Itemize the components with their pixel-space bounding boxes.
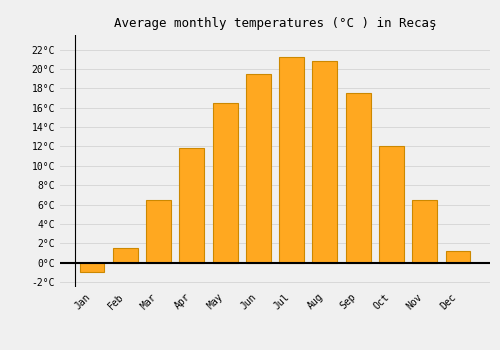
Bar (379, 146, 404, 263)
Bar (180, 148, 204, 263)
Bar (279, 57, 304, 263)
Bar (246, 74, 271, 263)
Bar (412, 200, 437, 263)
Bar (446, 251, 470, 263)
Bar (146, 200, 171, 263)
Bar (113, 248, 138, 263)
Bar (312, 61, 338, 263)
Title: Average monthly temperatures (°C ) in Recaş: Average monthly temperatures (°C ) in Re… (114, 17, 436, 30)
Bar (346, 93, 370, 263)
Bar (80, 263, 104, 272)
Bar (212, 103, 238, 263)
